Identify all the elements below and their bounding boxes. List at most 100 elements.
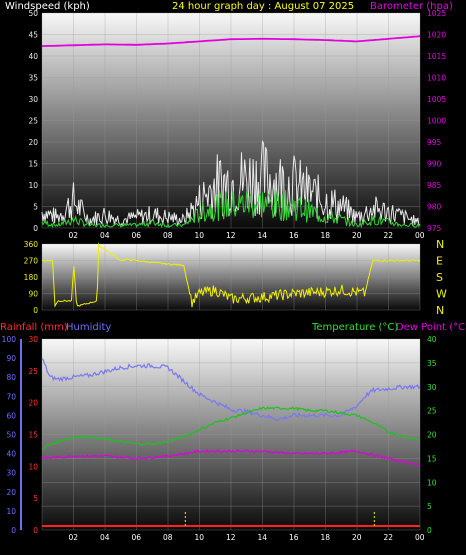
temp-y-tick: 30 (427, 383, 437, 392)
humidity-y-tick: 0 (11, 526, 16, 535)
wind-y-tick: 40 (28, 52, 38, 61)
baro-y-tick: 1020 (427, 31, 446, 40)
rain-y-tick: 15 (28, 431, 38, 440)
temp-y-tick: 40 (427, 335, 437, 344)
x-tick-label: 18 (321, 533, 331, 542)
x-tick-label: 10 (195, 533, 205, 542)
baro-y-tick: 1015 (427, 52, 446, 61)
x-tick-label: 04 (100, 231, 110, 240)
humidity-y-tick: 60 (6, 411, 16, 420)
direction-y-tick: 0 (33, 306, 38, 315)
humidity-axis-title: Humidity (66, 322, 111, 333)
temp-y-tick: 10 (427, 478, 437, 487)
x-tick-label: 20 (352, 533, 362, 542)
direction-y-tick: 270 (24, 257, 39, 266)
temp-y-tick: 5 (427, 502, 432, 511)
wind-y-tick: 25 (28, 117, 38, 126)
chart-title: 24 hour graph day : August 07 2025 (172, 1, 354, 12)
temp-y-tick: 20 (427, 431, 437, 440)
humidity-y-tick: 40 (6, 450, 16, 459)
x-tick-label: 00 (415, 231, 425, 240)
direction-y-tick: 360 (24, 240, 39, 249)
x-tick-label: 18 (321, 231, 331, 240)
humidity-y-tick: 90 (6, 354, 16, 363)
dewpoint-axis-title: Dew Point (°C) (396, 322, 466, 333)
x-tick-label: 12 (226, 231, 236, 240)
humidity-y-tick: 100 (2, 335, 17, 344)
compass-label: N (436, 304, 444, 317)
humidity-y-tick: 30 (6, 469, 16, 478)
grid-lines (41, 12, 421, 531)
baro-y-tick: 975 (427, 224, 442, 233)
barometer-axis-title: Barometer (hpa) (370, 1, 453, 12)
humidity-y-tick: 10 (6, 507, 16, 516)
temperature-axis-title: Temperature (°C) (311, 322, 398, 333)
temp-y-tick: 0 (427, 526, 432, 535)
compass-label: S (436, 271, 443, 284)
temp-y-tick: 15 (427, 454, 437, 463)
humidity-y-tick: 70 (6, 392, 16, 401)
temperature-line (41, 406, 421, 450)
wind-y-tick: 20 (28, 138, 38, 147)
rain-y-tick: 25 (28, 367, 38, 376)
x-tick-label: 14 (258, 231, 268, 240)
temp-y-tick: 25 (427, 407, 437, 416)
wind-y-tick: 45 (28, 31, 38, 40)
x-tick-label: 00 (415, 533, 425, 542)
rain-y-tick: 10 (28, 462, 38, 471)
direction-y-tick: 90 (28, 290, 38, 299)
x-tick-label: 02 (69, 231, 79, 240)
x-tick-label: 08 (163, 231, 173, 240)
humidity-y-tick: 20 (6, 488, 16, 497)
x-tick-label: 10 (195, 231, 205, 240)
humidity-y-tick: 80 (6, 373, 16, 382)
wind-y-tick: 0 (33, 224, 38, 233)
baro-y-tick: 995 (427, 138, 442, 147)
baro-y-tick: 1005 (427, 95, 446, 104)
x-tick-label: 08 (163, 533, 173, 542)
data-series (41, 35, 421, 527)
x-tick-label: 16 (289, 533, 299, 542)
x-tick-label: 22 (384, 533, 394, 542)
x-tick-label: 22 (384, 231, 394, 240)
rain-y-tick: 20 (28, 399, 38, 408)
x-tick-label: 14 (258, 533, 268, 542)
baro-y-tick: 1010 (427, 74, 446, 83)
wind-y-tick: 10 (28, 181, 38, 190)
axis-labels: 0202040406060808101012121414161618182020… (2, 9, 447, 542)
baro-y-tick: 990 (427, 160, 442, 169)
humidity-y-tick: 50 (6, 431, 16, 440)
x-tick-label: 16 (289, 231, 299, 240)
temp-y-tick: 35 (427, 359, 437, 368)
baro-y-tick: 985 (427, 181, 442, 190)
barometer-line (41, 35, 421, 47)
rain-y-tick: 0 (33, 526, 38, 535)
wind-y-tick: 35 (28, 74, 38, 83)
dewpoint-line (41, 448, 421, 467)
wind-y-tick: 30 (28, 95, 38, 104)
wind-direction-line (41, 242, 421, 308)
humidity-line (41, 358, 421, 422)
baro-y-tick: 1025 (427, 9, 446, 18)
x-tick-label: 06 (132, 231, 142, 240)
baro-y-tick: 1000 (427, 117, 446, 126)
baro-y-tick: 980 (427, 203, 442, 212)
x-tick-label: 02 (69, 533, 79, 542)
direction-y-tick: 180 (24, 273, 39, 282)
wind-y-tick: 50 (28, 9, 38, 18)
compass-label: N (436, 238, 444, 251)
x-tick-label: 06 (132, 533, 142, 542)
wind-y-tick: 15 (28, 160, 38, 169)
rain-y-tick: 5 (33, 494, 38, 503)
rainfall-axis-title: Rainfall (mm) (0, 322, 68, 333)
compass-label: E (436, 255, 443, 268)
x-tick-label: 20 (352, 231, 362, 240)
rain-y-tick: 30 (28, 335, 38, 344)
x-tick-label: 04 (100, 533, 110, 542)
wind-average-line (41, 189, 421, 229)
compass-label: W (436, 288, 447, 301)
wind-axis-title: Windspeed (kph) (5, 1, 90, 12)
wind-y-tick: 5 (33, 203, 38, 212)
x-tick-label: 12 (226, 533, 236, 542)
